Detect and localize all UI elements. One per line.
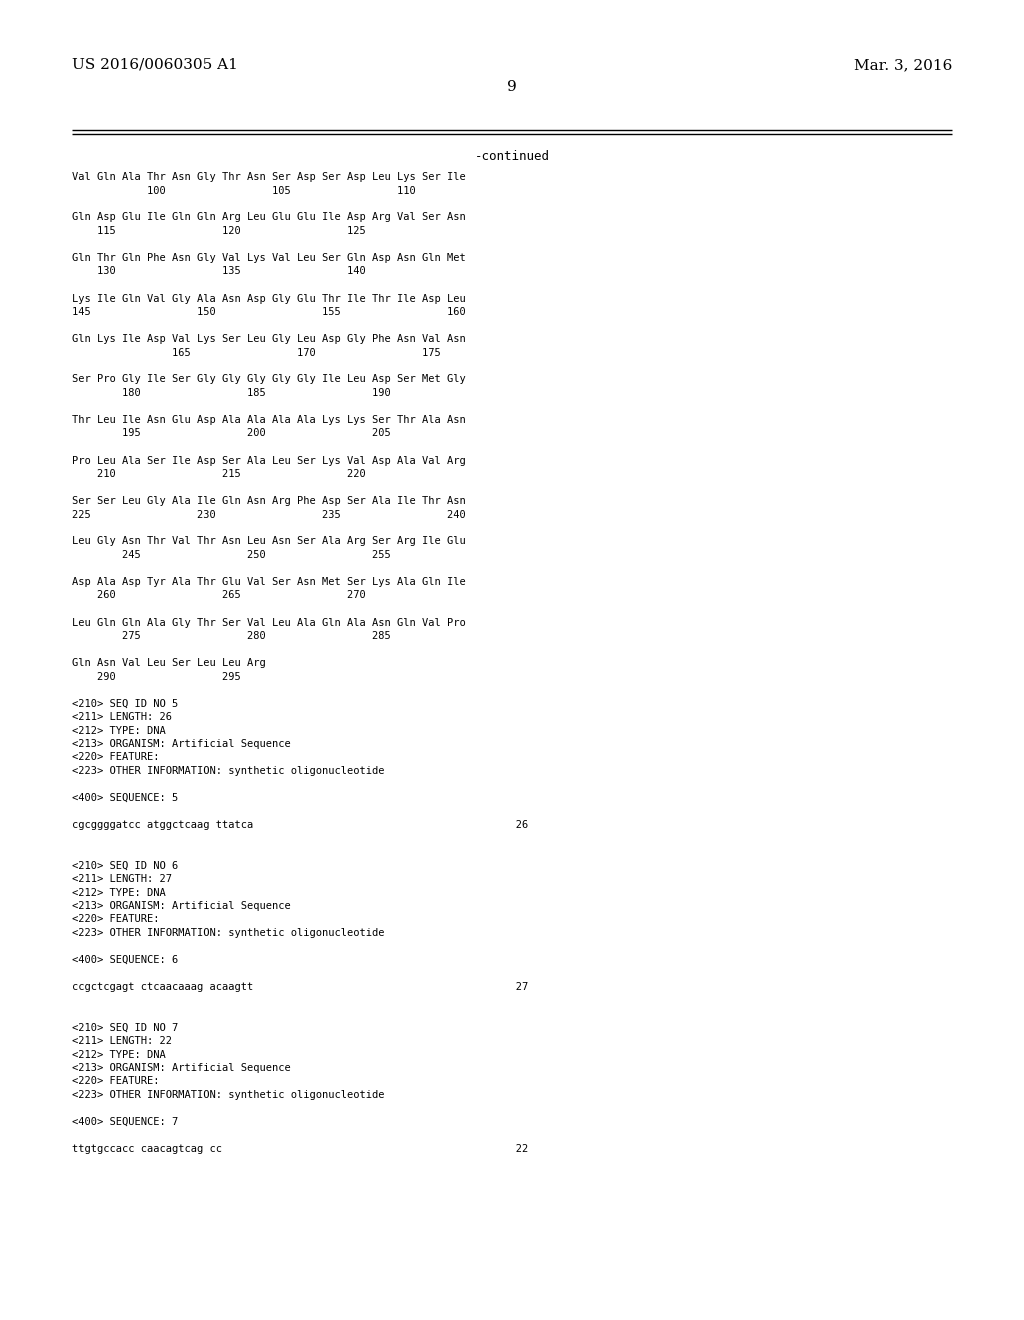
Text: ccgctcgagt ctcaacaaag acaagtt                                          27: ccgctcgagt ctcaacaaag acaagtt 27 — [72, 982, 528, 993]
Text: Ser Pro Gly Ile Ser Gly Gly Gly Gly Gly Ile Leu Asp Ser Met Gly: Ser Pro Gly Ile Ser Gly Gly Gly Gly Gly … — [72, 375, 466, 384]
Text: 210                 215                 220: 210 215 220 — [72, 469, 366, 479]
Text: <210> SEQ ID NO 6: <210> SEQ ID NO 6 — [72, 861, 178, 870]
Text: <213> ORGANISM: Artificial Sequence: <213> ORGANISM: Artificial Sequence — [72, 1063, 291, 1073]
Text: 290                 295: 290 295 — [72, 672, 241, 681]
Text: US 2016/0060305 A1: US 2016/0060305 A1 — [72, 58, 238, 73]
Text: <211> LENGTH: 22: <211> LENGTH: 22 — [72, 1036, 172, 1045]
Text: Lys Ile Gln Val Gly Ala Asn Asp Gly Glu Thr Ile Thr Ile Asp Leu: Lys Ile Gln Val Gly Ala Asn Asp Gly Glu … — [72, 293, 466, 304]
Text: <220> FEATURE:: <220> FEATURE: — [72, 752, 160, 763]
Text: 9: 9 — [507, 81, 517, 94]
Text: 275                 280                 285: 275 280 285 — [72, 631, 391, 642]
Text: Leu Gly Asn Thr Val Thr Asn Leu Asn Ser Ala Arg Ser Arg Ile Glu: Leu Gly Asn Thr Val Thr Asn Leu Asn Ser … — [72, 536, 466, 546]
Text: <400> SEQUENCE: 6: <400> SEQUENCE: 6 — [72, 954, 178, 965]
Text: 245                 250                 255: 245 250 255 — [72, 550, 391, 560]
Text: Thr Leu Ile Asn Glu Asp Ala Ala Ala Ala Lys Lys Ser Thr Ala Asn: Thr Leu Ile Asn Glu Asp Ala Ala Ala Ala … — [72, 414, 466, 425]
Text: 180                 185                 190: 180 185 190 — [72, 388, 391, 399]
Text: 115                 120                 125: 115 120 125 — [72, 226, 366, 236]
Text: Mar. 3, 2016: Mar. 3, 2016 — [854, 58, 952, 73]
Text: <210> SEQ ID NO 7: <210> SEQ ID NO 7 — [72, 1023, 178, 1032]
Text: <211> LENGTH: 27: <211> LENGTH: 27 — [72, 874, 172, 884]
Text: <400> SEQUENCE: 7: <400> SEQUENCE: 7 — [72, 1117, 178, 1127]
Text: Gln Thr Gln Phe Asn Gly Val Lys Val Leu Ser Gln Asp Asn Gln Met: Gln Thr Gln Phe Asn Gly Val Lys Val Leu … — [72, 253, 466, 263]
Text: ttgtgccacc caacagtcag cc                                               22: ttgtgccacc caacagtcag cc 22 — [72, 1144, 528, 1154]
Text: 100                 105                 110: 100 105 110 — [72, 186, 416, 195]
Text: Pro Leu Ala Ser Ile Asp Ser Ala Leu Ser Lys Val Asp Ala Val Arg: Pro Leu Ala Ser Ile Asp Ser Ala Leu Ser … — [72, 455, 466, 466]
Text: 145                 150                 155                 160: 145 150 155 160 — [72, 308, 466, 317]
Text: <213> ORGANISM: Artificial Sequence: <213> ORGANISM: Artificial Sequence — [72, 739, 291, 748]
Text: <220> FEATURE:: <220> FEATURE: — [72, 915, 160, 924]
Text: Leu Gln Gln Ala Gly Thr Ser Val Leu Ala Gln Ala Asn Gln Val Pro: Leu Gln Gln Ala Gly Thr Ser Val Leu Ala … — [72, 618, 466, 627]
Text: <223> OTHER INFORMATION: synthetic oligonucleotide: <223> OTHER INFORMATION: synthetic oligo… — [72, 928, 384, 939]
Text: Ser Ser Leu Gly Ala Ile Gln Asn Arg Phe Asp Ser Ala Ile Thr Asn: Ser Ser Leu Gly Ala Ile Gln Asn Arg Phe … — [72, 496, 466, 506]
Text: Gln Asn Val Leu Ser Leu Leu Arg: Gln Asn Val Leu Ser Leu Leu Arg — [72, 657, 266, 668]
Text: <212> TYPE: DNA: <212> TYPE: DNA — [72, 1049, 166, 1060]
Text: Gln Lys Ile Asp Val Lys Ser Leu Gly Leu Asp Gly Phe Asn Val Asn: Gln Lys Ile Asp Val Lys Ser Leu Gly Leu … — [72, 334, 466, 345]
Text: <223> OTHER INFORMATION: synthetic oligonucleotide: <223> OTHER INFORMATION: synthetic oligo… — [72, 1090, 384, 1100]
Text: 225                 230                 235                 240: 225 230 235 240 — [72, 510, 466, 520]
Text: cgcggggatcc atggctcaag ttatca                                          26: cgcggggatcc atggctcaag ttatca 26 — [72, 820, 528, 830]
Text: Asp Ala Asp Tyr Ala Thr Glu Val Ser Asn Met Ser Lys Ala Gln Ile: Asp Ala Asp Tyr Ala Thr Glu Val Ser Asn … — [72, 577, 466, 587]
Text: 195                 200                 205: 195 200 205 — [72, 429, 391, 438]
Text: <223> OTHER INFORMATION: synthetic oligonucleotide: <223> OTHER INFORMATION: synthetic oligo… — [72, 766, 384, 776]
Text: Val Gln Ala Thr Asn Gly Thr Asn Ser Asp Ser Asp Leu Lys Ser Ile: Val Gln Ala Thr Asn Gly Thr Asn Ser Asp … — [72, 172, 466, 182]
Text: 165                 170                 175: 165 170 175 — [72, 347, 440, 358]
Text: 260                 265                 270: 260 265 270 — [72, 590, 366, 601]
Text: <212> TYPE: DNA: <212> TYPE: DNA — [72, 726, 166, 735]
Text: <211> LENGTH: 26: <211> LENGTH: 26 — [72, 711, 172, 722]
Text: <213> ORGANISM: Artificial Sequence: <213> ORGANISM: Artificial Sequence — [72, 902, 291, 911]
Text: 130                 135                 140: 130 135 140 — [72, 267, 366, 276]
Text: <210> SEQ ID NO 5: <210> SEQ ID NO 5 — [72, 698, 178, 709]
Text: <220> FEATURE:: <220> FEATURE: — [72, 1077, 160, 1086]
Text: Gln Asp Glu Ile Gln Gln Arg Leu Glu Glu Ile Asp Arg Val Ser Asn: Gln Asp Glu Ile Gln Gln Arg Leu Glu Glu … — [72, 213, 466, 223]
Text: <212> TYPE: DNA: <212> TYPE: DNA — [72, 887, 166, 898]
Text: <400> SEQUENCE: 5: <400> SEQUENCE: 5 — [72, 793, 178, 803]
Text: -continued: -continued — [474, 150, 550, 162]
